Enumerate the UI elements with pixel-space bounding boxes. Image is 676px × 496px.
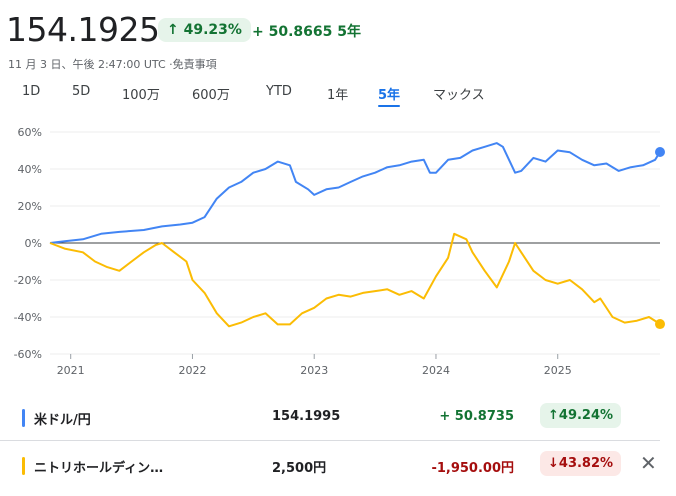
arrow-down-icon: ↓: [548, 456, 559, 471]
timestamp-disclaimer: 11 月 3 日、午後 2:47:00 UTC ·免責事項: [8, 58, 217, 71]
change-absolute-group: + 50.8665 5年: [252, 21, 361, 41]
series-value: 2,500円: [272, 461, 327, 476]
y-tick-label: 20%: [18, 200, 42, 213]
y-axis: 60% 40% 20% 0% -20% -40% -60%: [14, 126, 42, 361]
x-tick-label: 2025: [544, 364, 572, 377]
tab-5y[interactable]: 5年: [378, 84, 401, 107]
y-tick-label: -40%: [14, 311, 42, 324]
series-percent-chip: ↓43.82%: [540, 451, 622, 476]
tab-max[interactable]: マックス: [433, 88, 485, 103]
series-percent: 49.24%: [558, 408, 614, 423]
tab-1y[interactable]: 1年: [327, 88, 349, 103]
y-tick-label: -20%: [14, 274, 42, 287]
y-tick-label: -60%: [14, 348, 42, 361]
chart-series: [49, 142, 665, 330]
tab-5d[interactable]: 5D: [72, 84, 91, 99]
series-end-point-1: [655, 319, 665, 330]
tab-600man[interactable]: 600万: [192, 88, 230, 103]
change-percent-chip: ↑ 49.23%: [158, 18, 251, 42]
comparison-row-nitori[interactable]: ニトリホールディン… 2,500円 -1,950.00円 ↓43.82% ✕: [0, 444, 660, 488]
series-color-bar: [22, 409, 25, 427]
y-tick-label: 0%: [25, 237, 42, 250]
comparison-row-usdjpy[interactable]: 米ドル/円 154.1995 + 50.8735 ↑49.24%: [0, 396, 660, 441]
series-end-point-0: [655, 146, 665, 157]
close-icon[interactable]: ✕: [640, 451, 657, 475]
series-delta: -1,950.00円: [431, 461, 514, 476]
series-delta: + 50.8735: [439, 409, 514, 424]
price-value: 154.1925: [6, 10, 160, 49]
change-absolute: + 50.8665: [252, 24, 333, 40]
series-value: 154.1995: [272, 409, 341, 424]
series-color-bar: [22, 457, 25, 475]
tab-1d[interactable]: 1D: [22, 84, 41, 99]
tab-100man[interactable]: 100万: [122, 88, 160, 103]
change-period: 5年: [337, 24, 361, 40]
series-percent-chip: ↑49.24%: [540, 403, 622, 428]
series-name: 米ドル/円: [34, 413, 91, 428]
x-tick-label: 2024: [422, 364, 450, 377]
x-tick-label: 2021: [57, 364, 85, 377]
y-tick-label: 60%: [18, 126, 42, 139]
series-line-1: [49, 232, 661, 328]
arrow-up-icon: ↑: [548, 408, 559, 423]
change-percent: 49.23%: [183, 22, 242, 38]
series-percent: 43.82%: [558, 456, 614, 471]
x-tick-label: 2023: [300, 364, 328, 377]
tab-ytd[interactable]: YTD: [266, 84, 292, 99]
series-name: ニトリホールディン…: [34, 461, 164, 476]
comparison-line-chart[interactable]: 60% 40% 20% 0% -20% -40% -60% 2021 2022 2023 2024…: [0, 120, 676, 382]
y-tick-label: 40%: [18, 163, 42, 176]
x-tick-label: 2022: [178, 364, 206, 377]
chart-grid: [50, 131, 660, 355]
series-line-0: [49, 142, 661, 244]
x-axis: 2021 2022 2023 2024 2025: [57, 354, 572, 377]
arrow-up-icon: ↑: [167, 22, 179, 38]
